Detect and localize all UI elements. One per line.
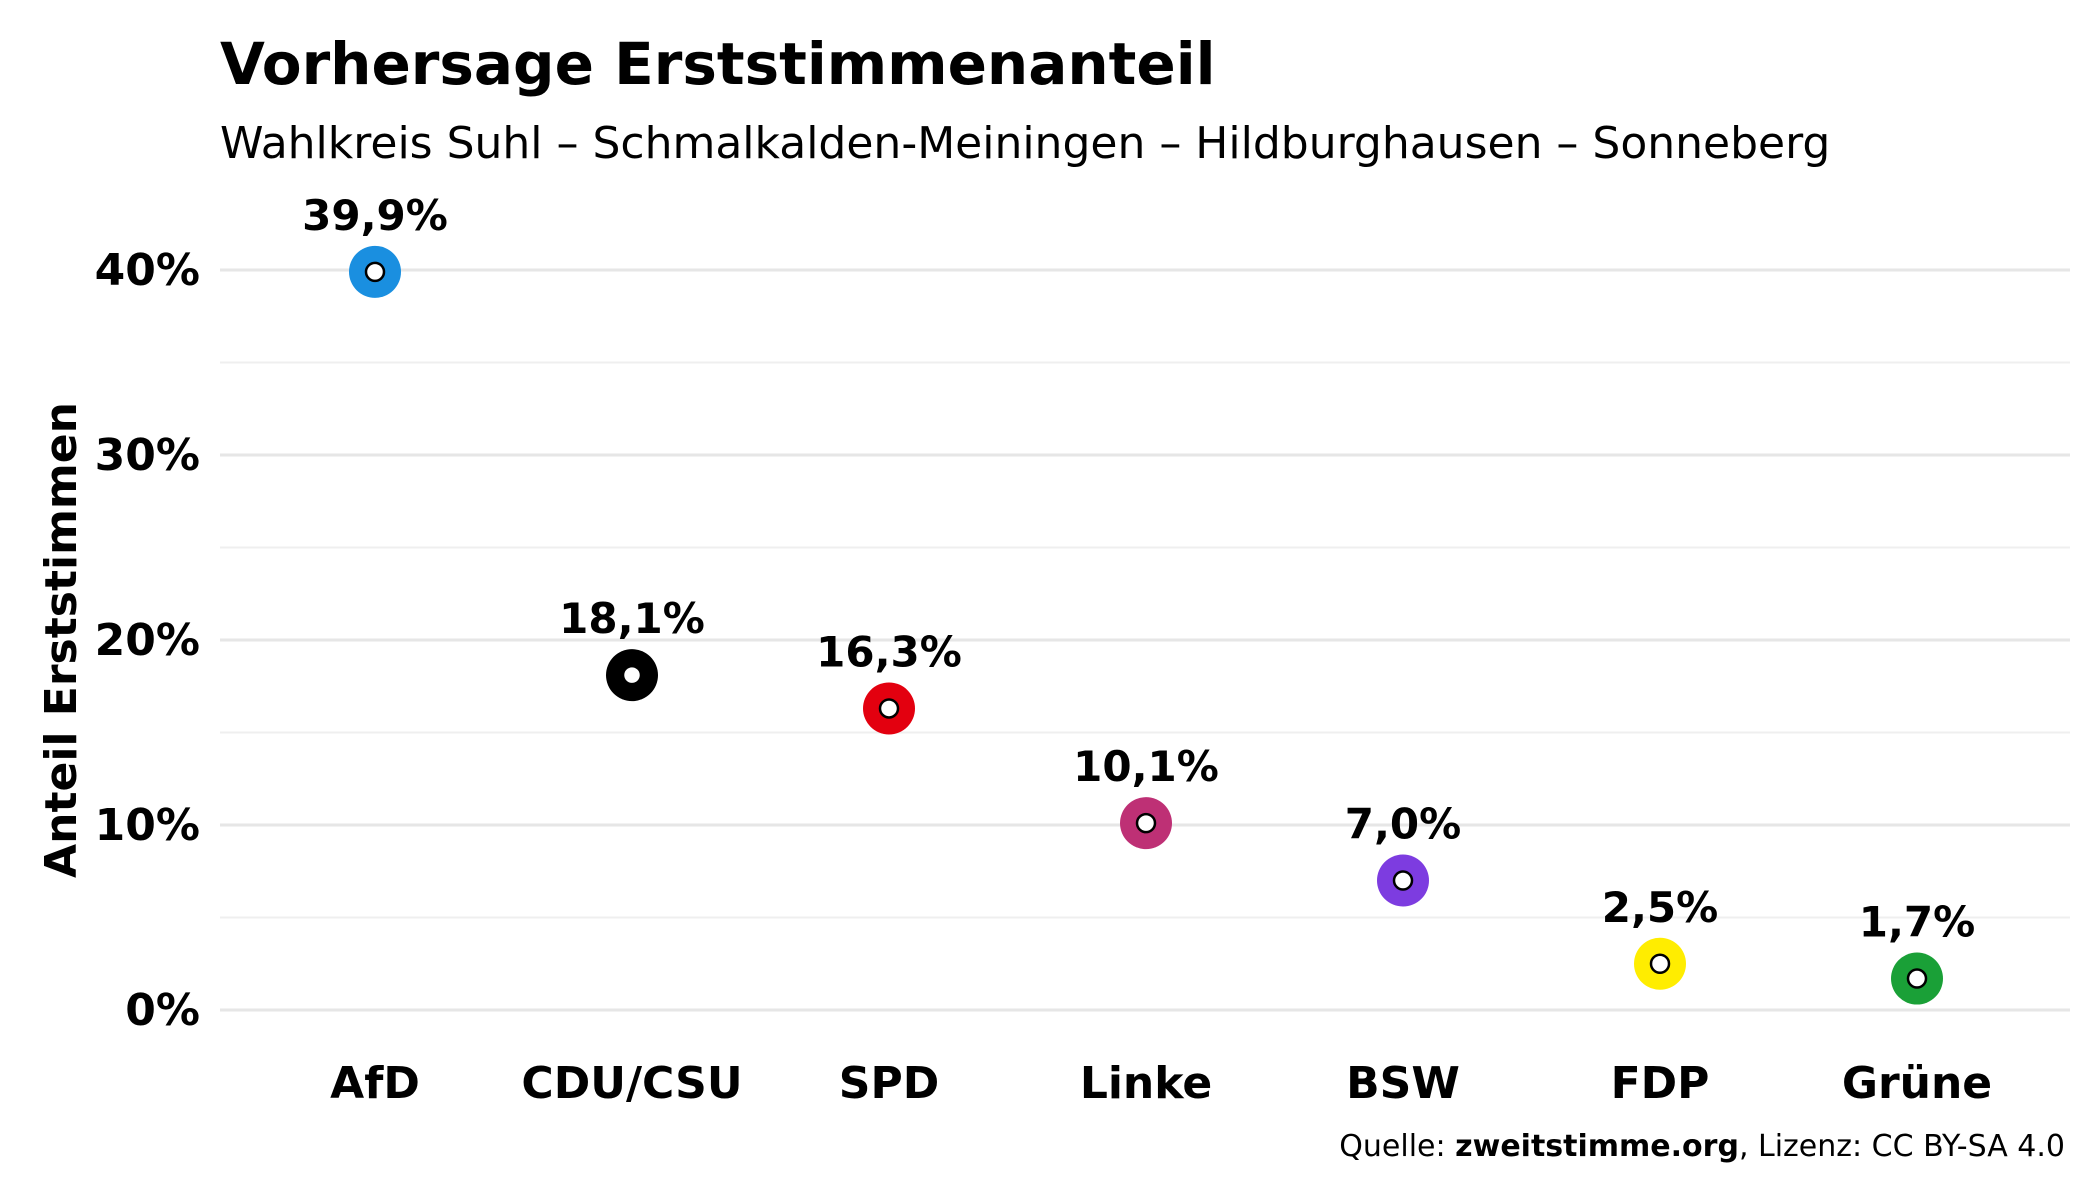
data-point-gr-ne: 1,7% [1859,898,1975,1005]
point-center [621,664,643,686]
chart-subtitle: Wahlkreis Suhl – Schmalkalden-Meiningen … [220,118,1830,169]
data-point-spd: 16,3% [816,627,962,735]
point-center [1649,953,1671,974]
data-label: 1,7% [1859,898,1975,947]
caption: Quelle: zweitstimme.org, Lizenz: CC BY-S… [1339,1129,2065,1164]
x-axis: AfD CDU/CSU SPD Linke BSW FDP Grüne [330,1058,1992,1109]
data-point-linke: 10,1% [1073,742,1219,850]
data-point-fdp: 2,5% [1602,883,1718,990]
chart-title: Vorhersage Erststimmenanteil [220,30,1215,98]
x-tick-label: AfD [330,1058,420,1109]
data-label: 16,3% [816,627,962,676]
x-tick-label: CDU/CSU [521,1058,742,1109]
data-label: 18,1% [559,594,705,643]
point-center [364,261,386,283]
point-center [1906,968,1928,989]
caption-suffix: , Lizenz: CC BY-SA 4.0 [1739,1129,2065,1164]
x-tick-label: Grüne [1842,1058,1992,1109]
y-axis-label: Anteil Erststimmen [36,402,87,878]
y-tick-label: 20% [95,615,200,666]
grid [220,268,2070,1012]
x-tick-label: FDP [1611,1058,1710,1109]
data-label: 39,9% [302,191,448,240]
point-center [1135,812,1157,834]
y-axis: 0% 10% 20% 30% 40% [95,245,200,1036]
data-label: 7,0% [1345,800,1461,849]
data-point-afd: 39,9% [302,191,448,298]
y-tick-label: 40% [95,245,200,296]
y-tick-label: 30% [95,430,200,481]
y-tick-label: 10% [95,800,200,851]
data-point-bsw: 7,0% [1345,800,1461,907]
caption-source: zweitstimme.org [1455,1129,1739,1164]
x-tick-label: Linke [1080,1058,1212,1109]
data-point-cdu-csu: 18,1% [559,594,705,702]
point-center [1392,870,1414,891]
data-label: 2,5% [1602,883,1718,932]
y-tick-label: 0% [125,985,200,1036]
caption-prefix: Quelle: [1339,1129,1455,1164]
x-tick-label: BSW [1346,1058,1460,1109]
data-points: 39,9% 18,1% 16,3% 10,1% 7,0% 2,5% 1,7% [302,191,1975,1005]
point-center [878,698,900,719]
data-label: 10,1% [1073,742,1219,791]
x-tick-label: SPD [839,1058,939,1109]
